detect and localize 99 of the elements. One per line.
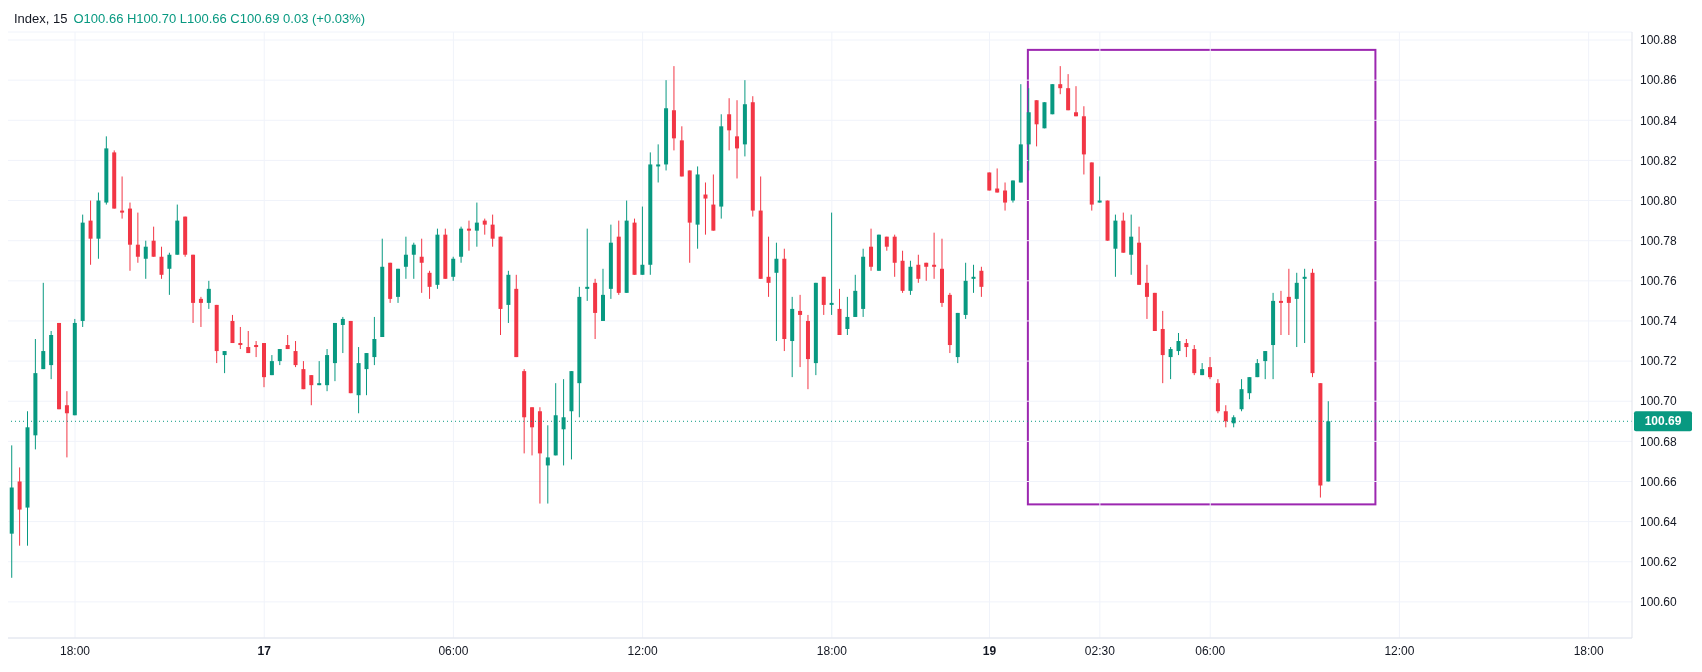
candlestick — [1003, 182, 1008, 212]
candlestick — [490, 214, 495, 248]
y-tick-label: 100.66 — [1640, 474, 1678, 489]
candlestick — [238, 326, 243, 350]
y-tick-label: 100.60 — [1640, 595, 1678, 610]
candlestick — [159, 246, 164, 280]
candlestick — [120, 175, 125, 220]
candlestick — [1302, 268, 1307, 344]
candlestick — [309, 374, 314, 406]
candlestick — [1074, 85, 1079, 117]
candlestick — [293, 340, 298, 368]
y-tick-label: 100.74 — [1640, 314, 1678, 329]
candlestick — [301, 360, 306, 390]
candlestick — [845, 296, 850, 336]
candlestick — [167, 252, 172, 296]
x-tick-label: 06:00 — [1195, 644, 1226, 658]
candlestick — [1184, 338, 1189, 358]
chart-title: Index, 15 — [14, 11, 68, 26]
y-tick-label: 100.88 — [1640, 33, 1678, 48]
candlestick — [1263, 350, 1268, 380]
x-tick-label: 12:00 — [1384, 644, 1415, 658]
candlestick — [1278, 290, 1283, 336]
candlestick — [995, 167, 1000, 194]
candlestick — [1286, 268, 1291, 336]
x-tick-label: 19 — [982, 644, 997, 658]
y-tick-label: 100.64 — [1640, 514, 1678, 529]
candlestick — [1239, 378, 1244, 412]
x-tick-label: 18:00 — [59, 644, 91, 658]
candlestick — [585, 228, 590, 302]
x-tick-label: 18:00 — [816, 644, 848, 658]
x-tick-label: 18:00 — [1573, 644, 1604, 658]
candlestick — [774, 242, 779, 342]
candlestick — [766, 236, 771, 298]
candlestick — [916, 254, 921, 284]
candlestick — [403, 236, 408, 280]
candlestick — [411, 242, 416, 280]
candlestick — [222, 350, 227, 374]
candlestick — [1223, 404, 1228, 428]
candlestick — [1294, 272, 1299, 348]
y-tick-label: 100.80 — [1640, 193, 1678, 208]
candlestick — [703, 182, 708, 236]
candlestick — [151, 226, 156, 258]
y-tick-label: 100.62 — [1640, 555, 1678, 570]
candlestick — [829, 212, 834, 316]
candlestick — [427, 270, 432, 300]
candlestick — [735, 99, 740, 179]
candlestick — [198, 296, 203, 328]
y-tick-label: 100.82 — [1640, 153, 1678, 168]
ref-line-label: 100.69 — [1644, 414, 1682, 429]
candlestick — [474, 202, 479, 248]
candlestick — [798, 294, 803, 368]
candlestick — [364, 352, 369, 396]
candlestick — [1200, 362, 1205, 376]
candlestick — [545, 424, 550, 505]
y-tick-label: 100.70 — [1640, 394, 1678, 409]
candlestick — [987, 171, 992, 192]
candlestick — [1129, 214, 1134, 276]
y-tick-label: 100.84 — [1640, 113, 1678, 128]
y-tick-label: 100.72 — [1640, 354, 1678, 369]
candlestick — [340, 316, 345, 354]
candlestick — [317, 360, 322, 386]
y-tick-label: 100.86 — [1640, 73, 1678, 88]
candlestick — [1058, 65, 1063, 95]
y-tick-label: 100.78 — [1640, 233, 1678, 248]
candlestick — [530, 406, 535, 456]
candlestick — [64, 390, 69, 458]
candlestick — [1176, 332, 1181, 356]
x-tick-label: 12:00 — [627, 644, 658, 658]
x-tick-label: 17 — [257, 644, 272, 658]
candlestick — [254, 340, 259, 358]
candlestick — [419, 238, 424, 294]
candlestick — [1097, 175, 1102, 204]
candlestick — [206, 280, 211, 310]
candlestick — [41, 282, 46, 370]
candlestick — [932, 232, 937, 280]
candlestick — [466, 220, 471, 252]
y-tick-label: 100.76 — [1640, 274, 1678, 289]
candlestick — [230, 314, 235, 344]
candlestick — [971, 264, 976, 294]
candlestick — [727, 97, 732, 151]
y-tick-label: 100.68 — [1640, 434, 1678, 449]
x-tick-label: 02:30 — [1084, 644, 1116, 658]
x-tick-label: 06:00 — [438, 644, 469, 658]
candlestick — [869, 228, 874, 272]
candlestick — [1144, 264, 1149, 320]
candlestick — [979, 266, 984, 298]
candlestick — [1066, 73, 1071, 111]
candlestick — [1010, 179, 1015, 204]
chart-subtitle: O100.66 H100.70 L100.66 C100.69 0.03 (+0.03%) — [73, 11, 366, 26]
candlestick — [656, 143, 661, 183]
candlestick — [88, 200, 93, 266]
candlestick — [135, 212, 140, 264]
candlestick — [372, 316, 377, 366]
candlestick — [1247, 376, 1252, 400]
candlestick — [640, 206, 645, 276]
candlestick — [1168, 346, 1173, 380]
candlestick — [143, 240, 148, 280]
candlestick — [1208, 356, 1213, 380]
candlestick — [451, 256, 456, 282]
